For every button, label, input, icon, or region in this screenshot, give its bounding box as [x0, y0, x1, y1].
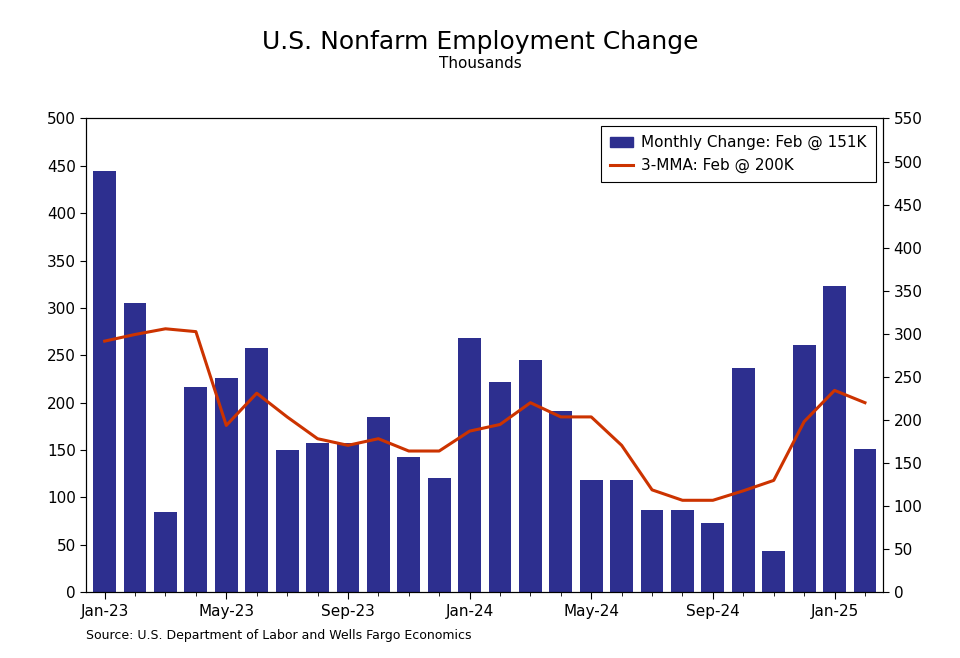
Bar [732, 368, 755, 592]
Bar [611, 480, 633, 592]
Bar [580, 480, 603, 592]
Bar [306, 443, 329, 592]
Bar [276, 450, 299, 592]
Text: Source: U.S. Department of Labor and Wells Fargo Economics: Source: U.S. Department of Labor and Wel… [86, 628, 472, 642]
Bar [397, 457, 420, 592]
Bar [458, 338, 481, 592]
Bar [519, 360, 541, 592]
Bar [124, 303, 147, 592]
Bar [428, 478, 450, 592]
Legend: Monthly Change: Feb @ 151K, 3-MMA: Feb @ 200K: Monthly Change: Feb @ 151K, 3-MMA: Feb @… [601, 126, 876, 182]
Bar [762, 551, 785, 592]
Bar [793, 345, 816, 592]
Bar [246, 347, 268, 592]
Bar [702, 523, 724, 592]
Bar [671, 510, 694, 592]
Text: U.S. Nonfarm Employment Change: U.S. Nonfarm Employment Change [262, 30, 698, 53]
Bar [853, 449, 876, 592]
Bar [823, 286, 846, 592]
Bar [93, 170, 116, 592]
Bar [215, 378, 238, 592]
Bar [154, 512, 177, 592]
Bar [337, 443, 359, 592]
Bar [367, 417, 390, 592]
Bar [549, 411, 572, 592]
Bar [489, 382, 512, 592]
Bar [184, 387, 207, 592]
Text: Thousands: Thousands [439, 56, 521, 71]
Bar [640, 510, 663, 592]
